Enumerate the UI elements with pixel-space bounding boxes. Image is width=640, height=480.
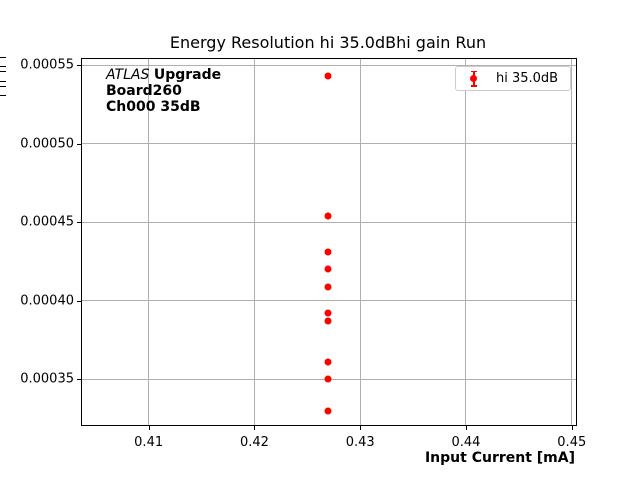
scatter-dot xyxy=(324,309,332,317)
data-point xyxy=(324,72,332,80)
chart-title: Energy Resolution hi 35.0dBhi gain Run xyxy=(169,33,487,52)
y-tick-label: 0.00055 xyxy=(20,57,74,73)
x-axis-label: Input Current [mA] xyxy=(424,450,575,466)
y-gridline xyxy=(82,143,576,145)
scatter-dot xyxy=(324,358,332,366)
data-point xyxy=(324,212,332,220)
x-tick-label: 0.42 xyxy=(239,435,269,450)
y-tick-mark xyxy=(77,143,81,145)
scatter-dot xyxy=(324,248,332,256)
x-tick-mark xyxy=(465,426,467,430)
y-tick-mark xyxy=(77,300,81,302)
y-gridline xyxy=(82,221,576,223)
x-tick-mark xyxy=(148,426,150,430)
plot-area: 0.41 0.42 0.43 0.44 0.45 0.00035 0.00040 0.0004… xyxy=(20,58,586,450)
y-tick-label: 0.00045 xyxy=(20,214,74,230)
scatter-dot xyxy=(324,212,332,220)
annotation-block: ATLAS Upgrade Board260 Ch000 35dB xyxy=(106,67,221,115)
scatter-dot xyxy=(324,317,332,325)
scatter-dot xyxy=(324,407,332,415)
data-point xyxy=(324,358,332,366)
x-tick-label: 0.41 xyxy=(134,435,164,450)
y-tick-mark xyxy=(77,222,81,224)
data-point xyxy=(324,407,332,415)
x-gridline xyxy=(465,59,467,425)
x-tick-label: 0.43 xyxy=(345,435,375,450)
y-tick-label: 0.00035 xyxy=(20,371,74,387)
scatter-dot xyxy=(324,265,332,273)
scatter-dot xyxy=(324,283,332,291)
data-point xyxy=(324,375,332,383)
x-gridline xyxy=(253,59,255,425)
x-gridline xyxy=(359,59,361,425)
data-point xyxy=(324,283,332,291)
data-point xyxy=(324,309,332,317)
legend-entry-label: hi 35.0dB xyxy=(496,71,559,86)
data-point xyxy=(324,265,332,273)
y-tick-label: 0.00040 xyxy=(20,293,74,309)
data-point xyxy=(324,317,332,325)
x-tick-mark xyxy=(571,426,573,430)
annotation-experiment: ATLAS xyxy=(106,67,150,83)
annotation-board: Board260 xyxy=(106,83,182,99)
data-point xyxy=(324,248,332,256)
y-axis-label-clipped xyxy=(0,55,6,97)
legend: hi 35.0dB xyxy=(455,66,571,91)
y-tick-label: 0.00050 xyxy=(20,136,74,152)
annotation-channel: Ch000 35dB xyxy=(106,99,201,115)
x-tick-label: 0.44 xyxy=(451,435,481,450)
x-tick-label: 0.45 xyxy=(557,435,587,450)
y-tick-mark xyxy=(77,379,81,381)
x-gridline xyxy=(571,59,573,425)
y-gridline xyxy=(82,64,576,66)
scatter-dot xyxy=(324,72,332,80)
legend-errorbar-marker-icon xyxy=(469,70,478,87)
y-gridline xyxy=(82,300,576,302)
x-tick-mark xyxy=(360,426,362,430)
annotation-experiment-suffix: Upgrade xyxy=(153,67,222,83)
x-gridline xyxy=(148,59,150,425)
x-tick-mark xyxy=(254,426,256,430)
scatter-dot xyxy=(324,375,332,383)
y-tick-mark xyxy=(77,65,81,67)
